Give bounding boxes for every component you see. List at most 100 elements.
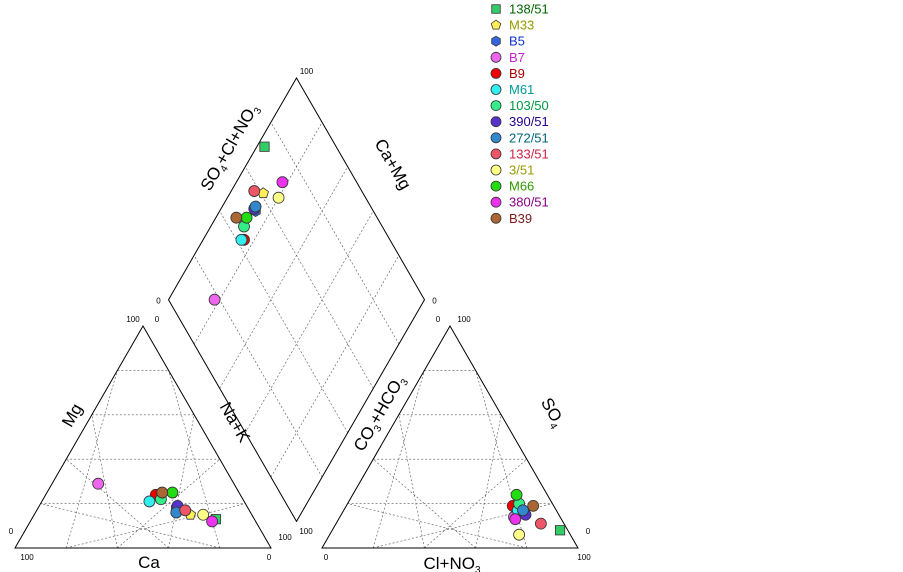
diamond-point-138-51 [259, 141, 270, 152]
legend-label-m66: M66 [509, 179, 534, 194]
cation-triangle-frame [14, 324, 272, 549]
legend: 138/51M33B5B7B9M61103/50390/51272/51133/… [490, 2, 549, 226]
diamond-point-3-51 [272, 191, 285, 204]
diamond-left-axis-label: SO4+Cl+NO3 [197, 100, 265, 195]
legend-label-103-50: 103/50 [509, 98, 549, 113]
tick-label: 100 [300, 67, 314, 76]
diamond-point-m61 [235, 233, 248, 246]
legend-marker-m61 [490, 84, 502, 95]
diamond-frame [167, 76, 426, 523]
legend-label-b9: B9 [509, 66, 525, 81]
anion-triangle-grid-line [373, 458, 476, 549]
cation-right-axis-label: Na+K [216, 399, 254, 446]
cation-point-3-51 [197, 508, 210, 521]
cation-point-m66 [166, 486, 179, 499]
data-points [92, 141, 566, 541]
anion-right-axis-label: SO4 [534, 394, 568, 431]
diamond-grid-line [219, 166, 348, 389]
legend-label-3-51: 3/51 [509, 163, 534, 178]
anion-triangle-grid-line [475, 414, 502, 549]
legend-marker-m33 [490, 19, 502, 30]
diamond-grid-line [245, 166, 374, 389]
anion-point-133-51 [534, 517, 547, 530]
cation-triangle-grid-line [168, 414, 195, 549]
legend-label-m33: M33 [509, 18, 534, 33]
legend-marker-b9 [490, 68, 502, 79]
diamond-grid-line [270, 255, 400, 478]
tick-label: 0 [267, 553, 272, 562]
legend-label-272-51: 272/51 [509, 130, 549, 145]
legend-marker-m66 [490, 180, 502, 192]
diamond-grid-line [193, 255, 323, 478]
tick-label: 0 [9, 527, 14, 536]
legend-label-m61: M61 [509, 82, 534, 97]
plot-frames [14, 76, 579, 549]
legend-label-380-51: 380/51 [509, 195, 549, 210]
anion-point-138-51 [555, 525, 566, 536]
tick-label: 0 [432, 297, 437, 306]
diamond-point-380-51 [276, 176, 289, 189]
cation-point-380-51 [206, 515, 219, 528]
diamond-point-b7 [208, 293, 221, 306]
anion-point-b39 [527, 499, 540, 512]
tick-label: 100 [457, 315, 471, 324]
cation-point-m61 [143, 495, 156, 508]
anion-triangle-grid-line [347, 503, 527, 549]
tick-label: 0 [156, 297, 161, 306]
cation-point-b39 [156, 486, 169, 499]
cation-point-b7 [92, 477, 105, 490]
cation-left-axis-label: Mg [58, 400, 86, 430]
diamond-point-272-51 [249, 200, 262, 213]
legend-marker-b7 [490, 51, 502, 63]
legend-marker-133-51 [490, 148, 502, 160]
legend-marker-103-50 [490, 100, 502, 111]
cation-triangle-grid-line [168, 370, 221, 549]
legend-label-b7: B7 [509, 50, 525, 65]
legend-label-390-51: 390/51 [509, 114, 549, 129]
diamond-right-axis-label: Ca+Mg [371, 136, 415, 193]
tick-label: 100 [278, 533, 292, 542]
legend-marker-3-51 [490, 164, 502, 176]
cation-triangle-grid-line [91, 414, 118, 549]
anion-point-m66 [510, 488, 523, 501]
cation-bottom-axis-label: Ca [138, 553, 160, 572]
cation-triangle-grid-line [40, 503, 220, 549]
cation-triangle-grid-line [66, 503, 246, 549]
legend-label-b5: B5 [509, 34, 525, 49]
diamond-point-b39 [230, 211, 243, 224]
diamond-point-133-51 [248, 185, 261, 197]
anion-triangle-grid-line [475, 370, 528, 549]
legend-label-133-51: 133/51 [509, 146, 549, 161]
anion-point-3-51 [513, 528, 526, 541]
anion-triangle-grid-line [424, 458, 527, 549]
tick-label: 0 [586, 527, 591, 536]
diamond-point-m66 [240, 211, 253, 224]
tick-labels: 100 0 0 100 0 100 0 100 100 0 100 0 100 0 0 [9, 67, 591, 562]
tick-label: 0 [436, 315, 441, 324]
anion-triangle-grid-line [398, 414, 425, 549]
diamond-grid-line [193, 122, 323, 345]
legend-marker-b39 [490, 212, 502, 224]
tick-label: 100 [20, 553, 34, 562]
legend-label-b39: B39 [509, 211, 532, 226]
legend-marker-272-51 [490, 132, 502, 144]
legend-label-138-51: 138/51 [509, 2, 549, 17]
diamond-grid-line [270, 122, 400, 345]
anion-point-380-51 [509, 513, 522, 526]
legend-marker-380-51 [490, 196, 502, 208]
tick-label: 0 [324, 553, 329, 562]
anion-triangle-frame [321, 324, 579, 549]
legend-marker-138-51 [491, 4, 501, 14]
anion-bottom-axis-label: Cl+NO3 [423, 554, 480, 572]
cation-triangle-grid-line [66, 458, 169, 549]
tick-label: 100 [299, 527, 313, 536]
grid-lines [40, 122, 553, 549]
diamond-grid-line [245, 210, 374, 433]
legend-marker-390-51 [490, 116, 502, 128]
cation-triangle-grid-line [117, 458, 220, 549]
tick-label: 100 [126, 315, 140, 324]
tick-label: 0 [155, 315, 160, 324]
diamond-grid-line [219, 210, 348, 433]
anion-point-272-51 [517, 504, 529, 517]
